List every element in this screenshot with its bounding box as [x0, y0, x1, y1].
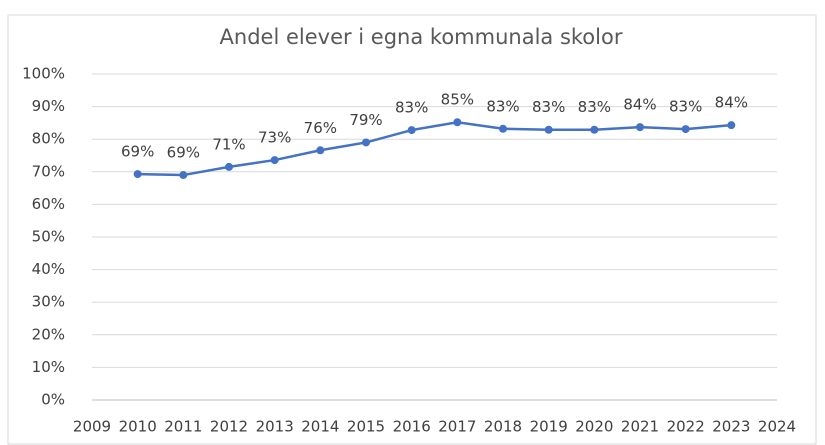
point [362, 138, 370, 147]
value-label: 83% [395, 99, 428, 117]
x-tick-label: 2018 [484, 418, 522, 436]
x-tick-label: 2024 [758, 418, 796, 436]
x-tick-label: 2017 [438, 418, 476, 436]
x-tick-label: 2009 [73, 418, 111, 436]
point [544, 125, 553, 134]
x-tick-label: 2019 [530, 418, 568, 436]
value-label: 83% [578, 98, 611, 116]
x-tick-label: 2021 [621, 418, 659, 436]
value-label: 69% [121, 143, 154, 161]
value-label: 84% [715, 94, 748, 112]
x-tick-label: 2022 [667, 418, 705, 436]
x-tick-label: 2020 [575, 418, 613, 436]
x-tick-label: 2011 [164, 418, 202, 436]
value-label: 69% [167, 144, 200, 162]
x-tick-label: 2015 [347, 418, 385, 436]
x-tick-label: 2014 [301, 418, 339, 436]
point [453, 118, 462, 127]
value-label: 73% [258, 129, 291, 147]
value-label: 83% [532, 98, 565, 116]
value-label: 85% [441, 91, 474, 109]
y-tick-label: 60% [32, 195, 65, 213]
value-label: 83% [669, 98, 702, 116]
line [137, 120, 732, 177]
x-tick-label: 2012 [210, 418, 248, 436]
y-tick-label: 80% [32, 130, 65, 148]
y-tick-label: 30% [32, 293, 65, 311]
point [316, 146, 325, 155]
x-tick-label: 2010 [119, 418, 157, 436]
x-tick-label: 2013 [256, 418, 294, 436]
value-label: 76% [304, 119, 337, 137]
chart-title: Andel elever i egna kommunala skolor [220, 25, 623, 49]
y-tick-label: 40% [32, 260, 65, 278]
y-tick-label: 0% [41, 391, 65, 409]
value-label: 83% [486, 97, 519, 115]
chart-frame [7, 14, 817, 445]
point [499, 124, 507, 133]
point [270, 156, 279, 165]
point [590, 125, 599, 134]
value-label: 71% [212, 135, 245, 153]
x-tick-label: 2023 [712, 418, 750, 436]
point [636, 123, 644, 132]
point [407, 126, 416, 135]
x-tick-label: 2016 [393, 418, 431, 436]
point [133, 170, 142, 179]
y-tick-label: 100% [22, 65, 65, 83]
point [681, 125, 690, 134]
point [225, 162, 233, 171]
point [179, 171, 188, 180]
y-tick-label: 90% [32, 97, 65, 115]
y-tick-label: 70% [32, 162, 65, 180]
y-tick-label: 10% [32, 358, 65, 376]
point [727, 121, 736, 130]
value-label: 84% [623, 96, 656, 114]
y-tick-label: 20% [32, 325, 65, 343]
y-tick-label: 50% [32, 228, 65, 246]
value-label: 79% [349, 111, 382, 129]
